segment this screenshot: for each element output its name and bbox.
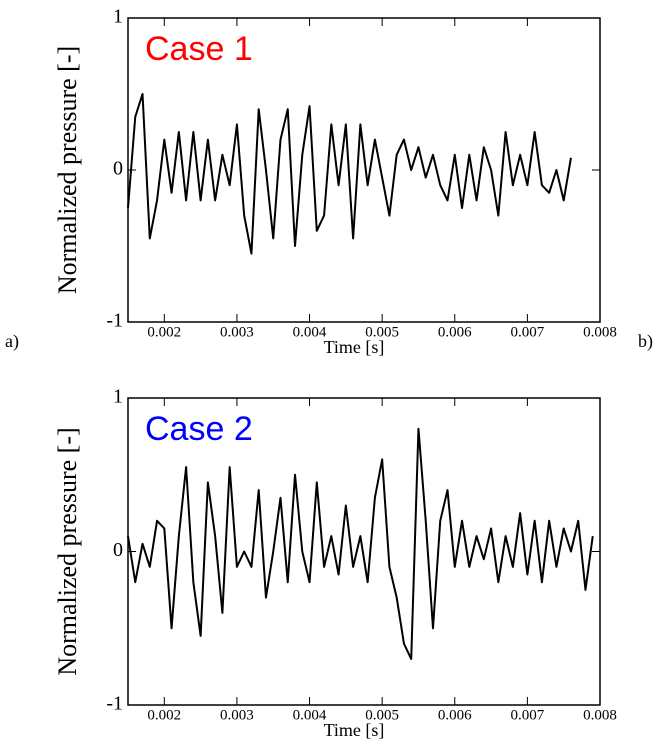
- x-tick-label: 0.007: [511, 324, 545, 340]
- x-tick-label: 0.004: [293, 707, 327, 723]
- x-tick-label: 0.005: [365, 324, 399, 340]
- x-tick-label: 0.005: [365, 707, 399, 723]
- x-tick-label: 0.007: [511, 707, 545, 723]
- y-tick-label: 1: [113, 386, 123, 408]
- x-tick-label: 0.002: [147, 707, 181, 723]
- y-tick-label: -1: [106, 693, 123, 715]
- pressure-line: [127, 427, 594, 660]
- x-tick-label: 0.003: [220, 707, 254, 723]
- x-axis-label: Time [s]: [324, 337, 385, 357]
- panel-label: a): [5, 331, 19, 352]
- y-axis-label: Normalized pressure [-]: [53, 427, 82, 675]
- case-label: Case 1: [145, 30, 253, 68]
- pressure-line: [127, 93, 572, 255]
- x-tick-label: 0.006: [438, 707, 472, 723]
- y-tick-label: 1: [113, 6, 123, 28]
- panel-label: b): [638, 331, 653, 352]
- x-tick-label: 0.008: [583, 707, 617, 723]
- y-tick-label: 0: [113, 158, 123, 180]
- y-tick-label: 0: [113, 539, 123, 561]
- x-tick-label: 0.002: [147, 324, 181, 340]
- x-tick-label: 0.003: [220, 324, 254, 340]
- x-axis-label: Time [s]: [324, 720, 385, 740]
- x-tick-label: 0.006: [438, 324, 472, 340]
- x-tick-label: 0.004: [293, 324, 327, 340]
- x-tick-label: 0.008: [583, 324, 617, 340]
- y-axis-label: Normalized pressure [-]: [53, 46, 82, 294]
- case-label: Case 2: [145, 410, 253, 448]
- y-tick-label: -1: [106, 310, 123, 332]
